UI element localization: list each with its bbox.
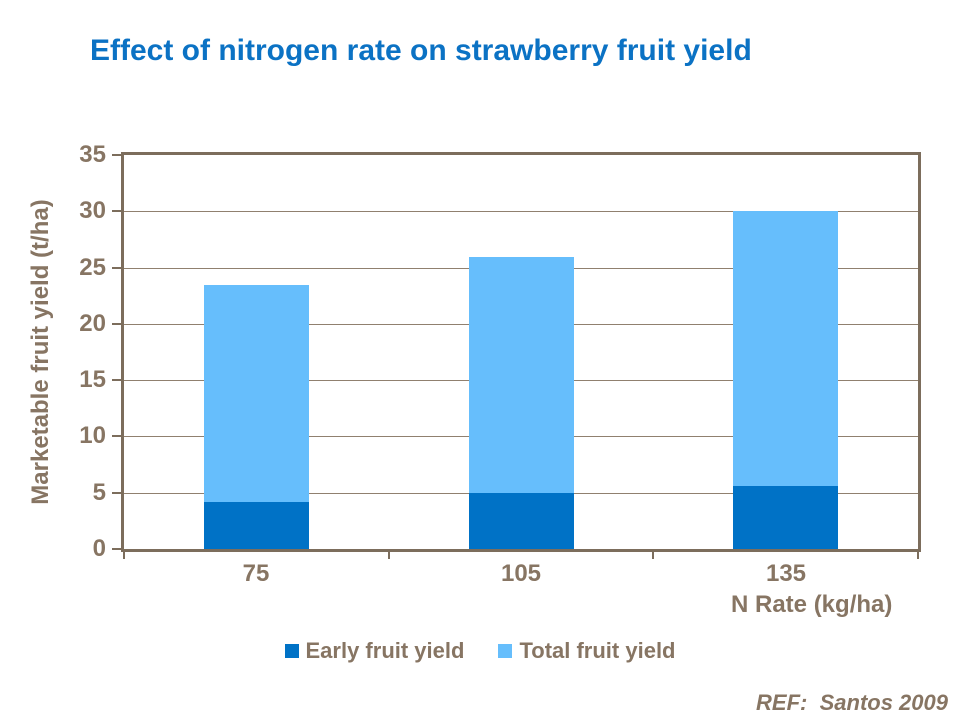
bar-early-segment [733, 486, 838, 549]
legend-swatch-total [498, 644, 513, 658]
x-tick-label: 135 [765, 560, 807, 587]
plot-area [121, 152, 921, 552]
x-tick-label: 105 [500, 560, 542, 587]
legend: Early fruit yield Total fruit yield [0, 638, 960, 664]
x-axis-tick [123, 552, 125, 559]
y-axis-title: Marketable fruit yield (t/ha) [27, 199, 54, 505]
bar-early-segment [469, 493, 574, 549]
x-axis-tick [917, 552, 919, 559]
y-axis-tick [112, 492, 121, 494]
bar-total-segment [733, 211, 838, 486]
legend-label-early: Early fruit yield [305, 638, 465, 663]
y-tick-label: 35 [79, 141, 106, 168]
y-axis-tick [112, 379, 121, 381]
bar-total-segment [204, 285, 309, 502]
y-tick-label: 0 [92, 535, 106, 562]
y-axis-tick [112, 154, 121, 156]
y-axis-tick [112, 210, 121, 212]
y-axis-tick [112, 323, 121, 325]
y-tick-label: 5 [92, 479, 106, 506]
x-axis-tick [652, 552, 654, 559]
y-tick-label: 15 [79, 366, 106, 393]
y-tick-label: 25 [79, 254, 106, 281]
y-axis-tick [112, 267, 121, 269]
legend-label-total: Total fruit yield [519, 638, 676, 663]
legend-item-early: Early fruit yield [284, 638, 465, 664]
bar-total-segment [469, 257, 574, 493]
legend-item-total: Total fruit yield [498, 638, 676, 664]
legend-swatch-early [284, 644, 299, 658]
chart-title: Effect of nitrogen rate on strawberry fr… [90, 34, 752, 67]
y-tick-label: 20 [79, 310, 106, 337]
x-axis-title: N Rate (kg/ha) [731, 591, 893, 618]
y-axis-tick [112, 548, 121, 550]
gridline [124, 211, 918, 212]
x-axis-tick [388, 552, 390, 559]
y-tick-label: 30 [79, 197, 106, 224]
y-tick-label: 10 [79, 422, 106, 449]
x-tick-label: 75 [242, 560, 270, 587]
y-axis-tick [112, 435, 121, 437]
bar-early-segment [204, 502, 309, 549]
reference-note: REF: Santos 2009 [756, 690, 948, 715]
